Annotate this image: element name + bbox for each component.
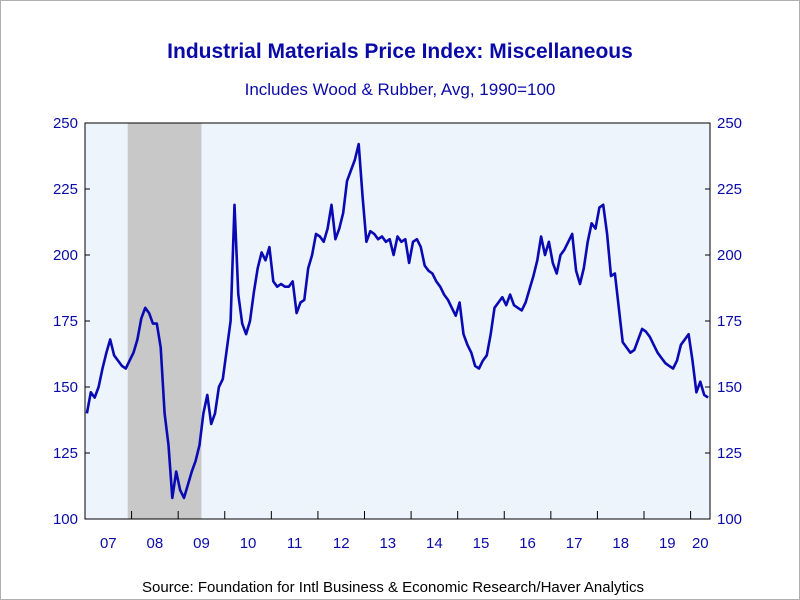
xtick-label: 15 [473,535,490,552]
ytick-label-left: 200 [53,247,78,264]
ytick-label-left: 225 [53,181,78,198]
ytick-label-right: 225 [717,181,742,198]
ytick-label-left: 150 [53,379,78,396]
chart-subtitle: Includes Wood & Rubber, Avg, 1990=100 [245,80,556,99]
ytick-label-left: 125 [53,445,78,462]
series-line-0 [85,142,709,500]
xtick-label: 09 [193,535,210,552]
xtick-label: 14 [426,535,443,552]
chart-source: Source: Foundation for Intl Business & E… [142,579,644,596]
xtick-label: 20 [692,535,709,552]
xtick-label: 11 [287,535,303,552]
ytick-label-right: 100 [717,511,742,528]
xtick-label: 16 [519,535,536,552]
xtick-label: 07 [100,535,117,552]
ytick-label-right: 175 [717,313,742,330]
ytick-label-left: 175 [53,313,78,330]
ytick-label-right: 125 [717,445,742,462]
recession-shade [127,123,202,519]
xtick-label: 17 [566,535,583,552]
ytick-label-right: 150 [717,379,742,396]
chart-title: Industrial Materials Price Index: Miscel… [167,40,633,63]
xtick-label: 08 [147,535,164,552]
xtick-label: 12 [333,535,350,552]
ytick-label-right: 250 [717,115,742,132]
ytick-label-right: 200 [717,247,742,264]
ytick-label-left: 250 [53,115,78,132]
ytick-label-left: 100 [53,511,78,528]
xtick-label: 13 [379,535,396,552]
xtick-label: 10 [240,535,257,552]
xtick-label: 19 [659,535,676,552]
xtick-label: 18 [612,535,629,552]
